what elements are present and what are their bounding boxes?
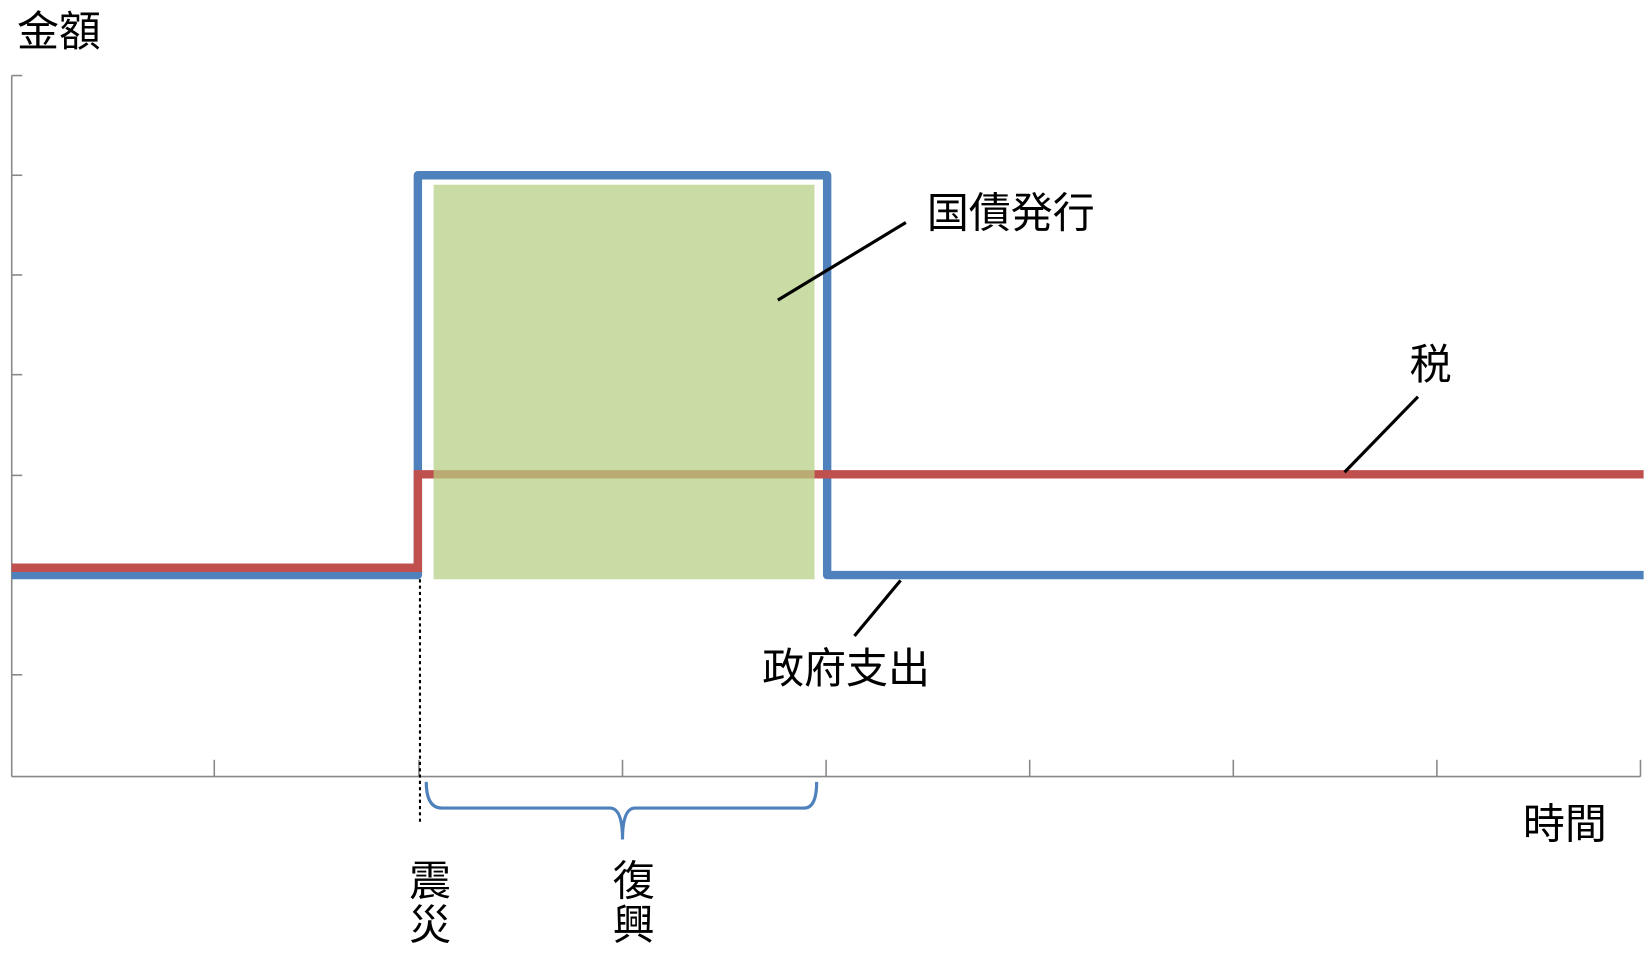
leaders (777, 221, 1420, 637)
x-axis-label: 時間 (1523, 799, 1607, 848)
y-axis-label: 金額 (17, 7, 101, 56)
tax-line (11, 470, 1644, 572)
reconstruction-brace (424, 781, 819, 840)
leader-line (1343, 395, 1420, 474)
tax-label: 税 (1410, 340, 1452, 389)
bond-label: 国債発行 (927, 189, 1095, 238)
leader-line (777, 221, 907, 302)
bond-area (433, 184, 815, 580)
reconstruction-label: 復興 (606, 858, 655, 946)
axes (10, 74, 1642, 778)
spending-line (11, 171, 1644, 580)
spending-label: 政府支出 (762, 644, 930, 693)
leader-line (853, 579, 902, 637)
disaster-label: 震災 (403, 858, 452, 946)
